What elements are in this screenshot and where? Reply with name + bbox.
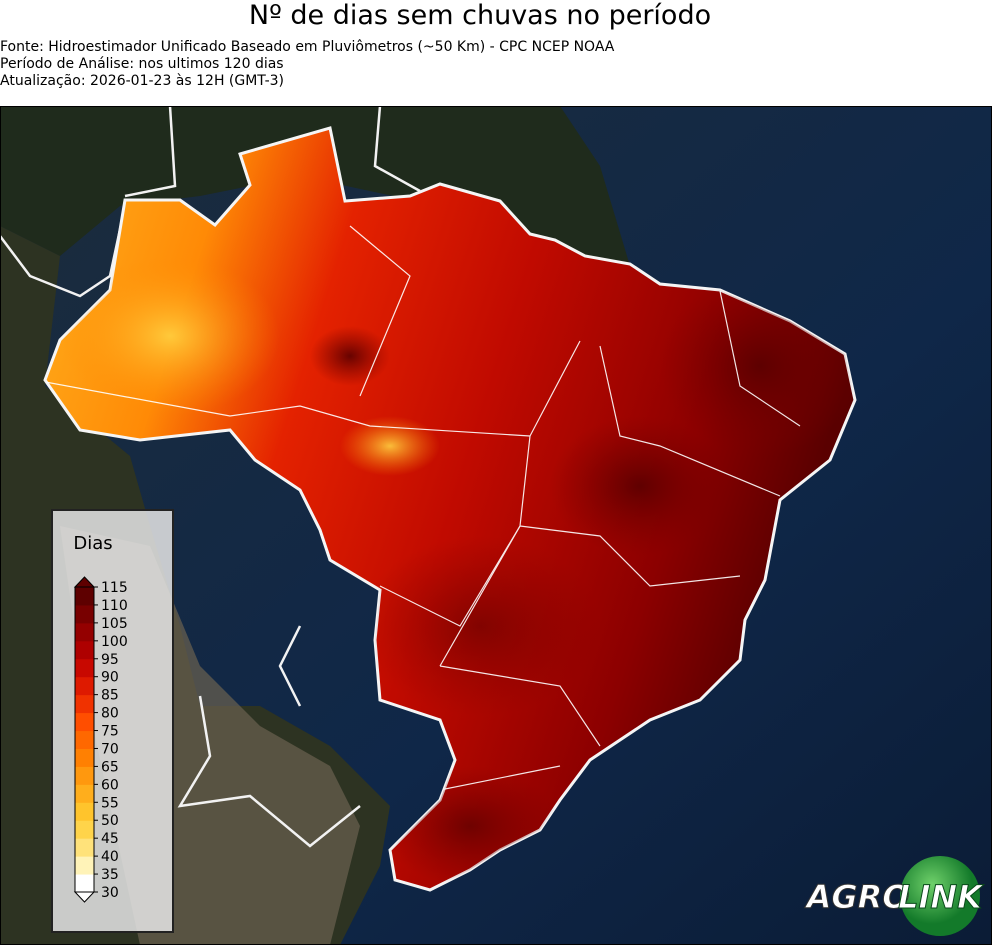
- subtitle-line: Atualização: 2026-01-23 às 12H (GMT-3): [0, 73, 284, 89]
- colorbar-band: [75, 604, 94, 624]
- tick-label: 40: [101, 849, 119, 865]
- colorbar-band: [75, 587, 94, 606]
- tick-label: 55: [101, 795, 119, 811]
- logo-circle: [900, 856, 980, 936]
- colorbar-band: [75, 856, 94, 875]
- colorbar-band: [75, 712, 94, 732]
- colorbar-band: [75, 676, 94, 696]
- legend-title: Dias: [73, 533, 112, 554]
- colorbar-band: [75, 820, 94, 839]
- tick-label: 45: [101, 831, 119, 847]
- colorbar-band: [75, 730, 94, 749]
- logo-text: AGRO: [804, 878, 910, 916]
- state-borders: [45, 225, 801, 797]
- logo-text: LINK: [898, 878, 984, 916]
- map-frame: [0, 106, 992, 945]
- colorbar-band: [75, 784, 94, 803]
- tick-label: 95: [101, 652, 119, 668]
- tick-label: 60: [101, 777, 119, 793]
- subtitle-line: Período de Análise: nos ultimos 120 dias: [0, 56, 284, 72]
- colorbar-band: [75, 748, 94, 767]
- tick-label: 100: [101, 634, 128, 650]
- land: [0, 106, 630, 266]
- tick-label: 105: [101, 616, 128, 632]
- colorbar-band: [75, 838, 94, 857]
- tick-label: 85: [101, 688, 119, 704]
- colorbar-band: [75, 694, 94, 714]
- logo: AGRO LINK: [803, 856, 985, 936]
- tick-label: 35: [101, 867, 119, 883]
- tick-label: 110: [101, 598, 128, 614]
- colorbar-band: [75, 766, 94, 785]
- colorbar-band: [75, 640, 94, 660]
- colorbar-outline: [74, 586, 95, 893]
- title: Nº de dias sem chuvas no período: [248, 0, 712, 31]
- tick-label: 80: [101, 706, 119, 722]
- tick-label: 70: [101, 741, 119, 757]
- colorbar-band: [75, 874, 94, 893]
- colorbar-band: [75, 622, 94, 642]
- colorbar-band: [75, 802, 94, 821]
- tick-label: 65: [101, 759, 119, 775]
- tick-label: 50: [101, 813, 119, 829]
- tick-label: 115: [101, 580, 128, 596]
- tick-label: 75: [101, 724, 119, 740]
- tick-label: 30: [101, 885, 119, 901]
- legend-box: [51, 509, 174, 933]
- subtitle-line: Fonte: Hidroestimador Unificado Baseado …: [0, 39, 615, 55]
- tick-label: 90: [101, 670, 119, 686]
- colorbar-band: [75, 658, 94, 678]
